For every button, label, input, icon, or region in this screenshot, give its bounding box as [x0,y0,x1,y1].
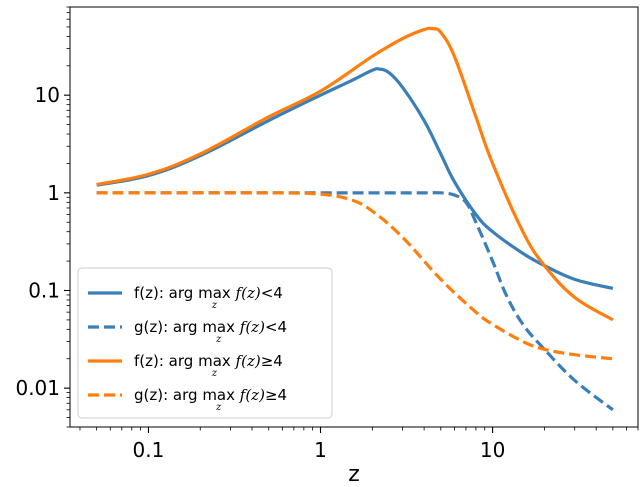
legend-box [77,267,333,419]
x-tick-label: 1 [314,438,327,462]
y-tick-label: 0.1 [28,278,60,302]
legend: f(z): arg max f(z)<4zg(z): arg max f(z)<… [77,267,333,419]
legend-subscript: z [211,300,218,311]
y-tick-label: 0.01 [15,376,60,400]
legend-subscript: z [215,334,222,345]
legend-subscript: z [215,402,222,413]
y-axis: 0.01 0.1 1 10 [15,6,70,428]
y-tick-label: 10 [35,83,60,107]
x-axis-title: z [348,462,360,487]
legend-entry-label: g(z): arg max f(z)<4 [134,318,287,336]
series-line-3 [96,26,614,322]
legend-entry-label: f(z): arg max f(z)<4 [134,284,283,302]
legend-entry-label: g(z): arg max f(z)≥4 [134,386,287,404]
x-tick-label: 0.1 [133,438,165,462]
series-line-1 [96,67,614,290]
series-layer [96,26,614,412]
legend-entry-label: f(z): arg max f(z)≥4 [134,352,283,370]
y-tick-label: 1 [47,181,60,205]
series-line-4 [96,191,614,361]
x-tick-label: 10 [480,438,505,462]
x-axis: 0.1 1 10 [79,427,639,462]
legend-subscript: z [211,368,218,379]
